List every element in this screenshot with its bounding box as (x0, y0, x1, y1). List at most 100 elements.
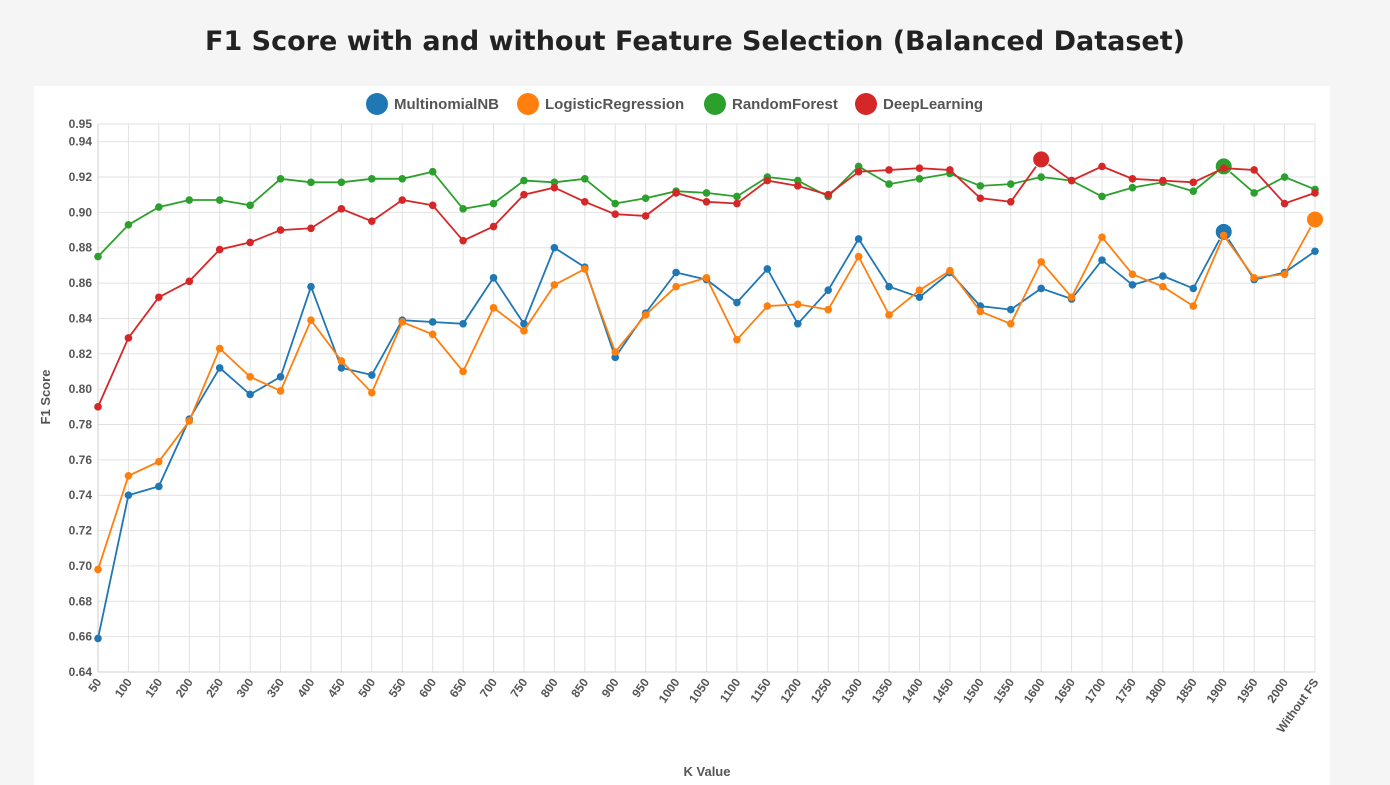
data-point-multinomialnb[interactable] (489, 273, 498, 282)
data-point-deeplearning[interactable] (1067, 176, 1076, 185)
data-point-logisticregression[interactable] (124, 471, 133, 480)
data-point-multinomialnb[interactable] (824, 286, 832, 294)
data-point-randomforest[interactable] (1098, 192, 1106, 201)
data-point-logisticregression[interactable] (1037, 258, 1045, 266)
data-point-deeplearning[interactable] (854, 167, 863, 176)
data-point-randomforest[interactable] (733, 192, 741, 201)
data-point-multinomialnb[interactable] (428, 318, 437, 326)
data-point-logisticregression[interactable] (885, 311, 893, 319)
data-point-deeplearning[interactable] (368, 217, 376, 226)
data-point-logisticregression[interactable] (672, 282, 680, 291)
data-point-logisticregression[interactable] (1128, 270, 1137, 279)
data-point-multinomialnb[interactable] (733, 298, 741, 307)
data-point-randomforest[interactable] (976, 182, 985, 190)
data-point-randomforest[interactable] (246, 201, 254, 210)
data-point-logisticregression[interactable] (641, 311, 650, 319)
data-point-deeplearning[interactable] (1098, 162, 1106, 171)
data-point-logisticregression[interactable] (702, 273, 711, 282)
data-point-multinomialnb[interactable] (1311, 247, 1319, 256)
data-point-logisticregression[interactable] (793, 300, 802, 309)
data-point-randomforest[interactable] (398, 175, 407, 183)
data-point-logisticregression[interactable] (307, 316, 315, 325)
data-point-multinomialnb[interactable] (246, 390, 254, 399)
data-point-deeplearning[interactable] (976, 194, 985, 203)
data-point-deeplearning[interactable] (672, 189, 680, 197)
data-point-logisticregression[interactable] (185, 417, 194, 425)
data-point-multinomialnb[interactable] (611, 353, 620, 362)
data-point-multinomialnb[interactable] (124, 491, 133, 500)
data-point-randomforest[interactable] (489, 199, 498, 208)
data-point-deeplearning[interactable] (337, 205, 346, 213)
data-point-randomforest[interactable] (276, 175, 285, 183)
data-point-deeplearning[interactable] (1311, 189, 1319, 197)
data-point-logisticregression[interactable] (824, 305, 832, 314)
data-point-randomforest[interactable] (1006, 180, 1015, 188)
best-point-deeplearning[interactable] (1032, 150, 1051, 169)
data-point-multinomialnb[interactable] (276, 372, 285, 381)
data-point-randomforest[interactable] (793, 176, 802, 185)
data-point-randomforest[interactable] (1250, 189, 1258, 197)
data-point-deeplearning[interactable] (276, 226, 285, 234)
data-point-deeplearning[interactable] (428, 201, 437, 210)
data-point-deeplearning[interactable] (946, 166, 954, 174)
data-point-deeplearning[interactable] (733, 199, 741, 208)
data-point-multinomialnb[interactable] (915, 293, 924, 302)
data-point-logisticregression[interactable] (246, 372, 254, 381)
data-point-randomforest[interactable] (124, 220, 133, 229)
data-point-logisticregression[interactable] (489, 304, 498, 312)
data-point-randomforest[interactable] (854, 162, 863, 171)
data-point-deeplearning[interactable] (702, 197, 711, 206)
data-point-randomforest[interactable] (915, 175, 924, 183)
data-point-deeplearning[interactable] (124, 334, 133, 342)
data-point-randomforest[interactable] (155, 203, 163, 211)
data-point-logisticregression[interactable] (155, 457, 163, 466)
data-point-multinomialnb[interactable] (459, 319, 467, 328)
data-point-randomforest[interactable] (702, 189, 711, 197)
data-point-deeplearning[interactable] (307, 224, 315, 233)
best-point-logisticregression[interactable] (1306, 210, 1324, 229)
data-point-logisticregression[interactable] (276, 387, 285, 395)
data-point-randomforest[interactable] (520, 176, 528, 185)
data-point-deeplearning[interactable] (489, 222, 498, 231)
data-point-multinomialnb[interactable] (1037, 284, 1045, 293)
data-point-multinomialnb[interactable] (885, 282, 893, 291)
data-point-randomforest[interactable] (611, 199, 620, 208)
data-point-multinomialnb[interactable] (1128, 281, 1137, 289)
data-point-logisticregression[interactable] (550, 281, 559, 289)
data-point-randomforest[interactable] (1280, 173, 1289, 181)
data-point-deeplearning[interactable] (1006, 197, 1015, 206)
data-point-deeplearning[interactable] (641, 212, 650, 220)
data-point-randomforest[interactable] (1128, 183, 1137, 192)
data-point-deeplearning[interactable] (185, 277, 194, 286)
data-point-randomforest[interactable] (185, 196, 194, 204)
data-point-logisticregression[interactable] (428, 330, 437, 339)
legend-item-multinomialnb[interactable]: MultinomialNB (366, 93, 499, 115)
data-point-randomforest[interactable] (550, 178, 559, 187)
data-point-multinomialnb[interactable] (337, 364, 346, 372)
legend-item-randomforest[interactable]: RandomForest (704, 93, 838, 115)
data-point-multinomialnb[interactable] (368, 371, 376, 379)
data-point-deeplearning[interactable] (763, 176, 772, 185)
data-point-deeplearning[interactable] (1280, 199, 1289, 208)
data-point-deeplearning[interactable] (1250, 166, 1258, 174)
data-point-randomforest[interactable] (885, 180, 893, 188)
data-point-deeplearning[interactable] (398, 196, 407, 204)
data-point-logisticregression[interactable] (1280, 270, 1289, 279)
data-point-logisticregression[interactable] (854, 252, 863, 261)
data-point-logisticregression[interactable] (976, 307, 985, 316)
data-point-logisticregression[interactable] (1250, 273, 1258, 282)
data-point-deeplearning[interactable] (155, 293, 163, 302)
data-point-deeplearning[interactable] (885, 166, 893, 174)
data-point-deeplearning[interactable] (581, 197, 589, 206)
data-point-multinomialnb[interactable] (94, 634, 102, 643)
data-point-deeplearning[interactable] (1159, 176, 1167, 185)
data-point-deeplearning[interactable] (520, 190, 528, 199)
data-point-logisticregression[interactable] (215, 344, 224, 353)
data-point-randomforest[interactable] (428, 167, 437, 176)
data-point-logisticregression[interactable] (398, 318, 407, 326)
legend-item-deeplearning[interactable]: DeepLearning (855, 93, 983, 115)
data-point-multinomialnb[interactable] (550, 243, 559, 252)
data-point-deeplearning[interactable] (1219, 164, 1228, 172)
data-point-randomforest[interactable] (641, 194, 650, 203)
data-point-logisticregression[interactable] (581, 265, 589, 273)
